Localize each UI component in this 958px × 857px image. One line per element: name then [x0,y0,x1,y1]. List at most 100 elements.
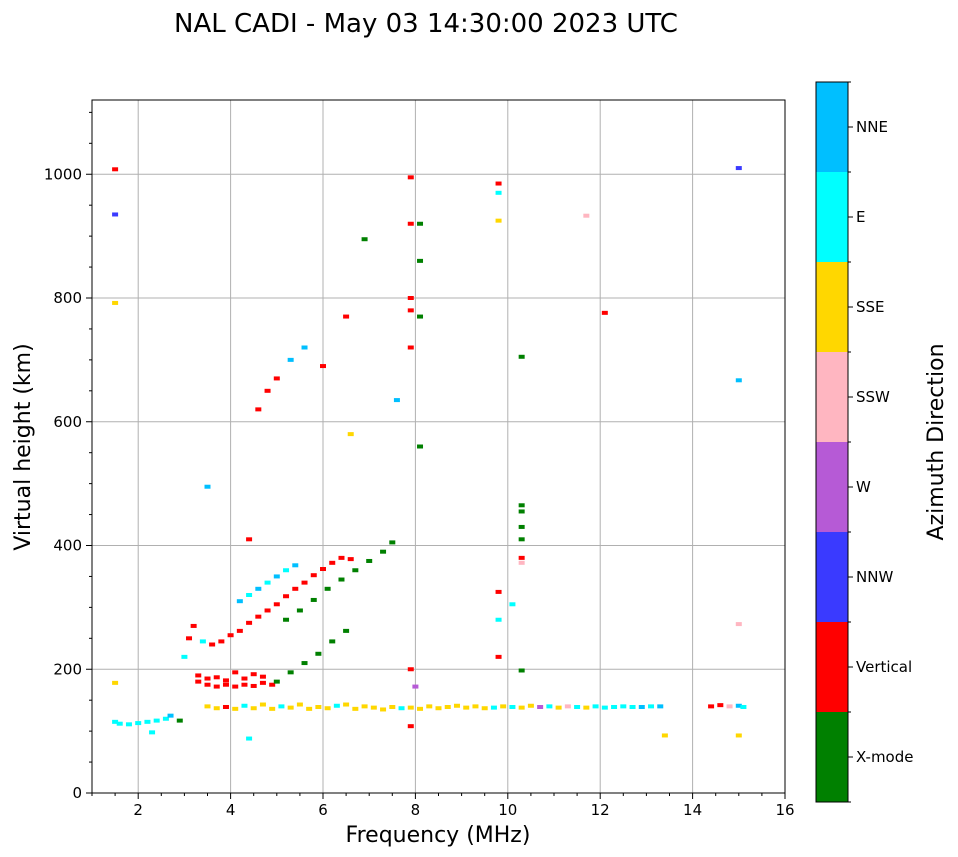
echo-point [509,602,516,607]
echo-point [380,549,387,554]
echo-point [472,704,479,709]
x-tick-label: 6 [318,801,328,819]
echo-point [648,704,655,709]
x-axis-ticks: 2 4 6 8 10 12 14 16 [91,793,795,819]
y-tick-label: 600 [53,413,82,431]
colorbar-swatch [816,172,848,262]
echo-point [255,614,262,619]
echo-point [389,540,396,545]
echo-point [495,190,502,195]
echo-point [661,733,668,738]
echo-point [153,718,160,723]
echo-point [222,678,229,683]
y-axis-ticks: 0 200 400 600 800 1000 [44,111,92,802]
echo-point [250,683,257,688]
echo-point [112,212,119,217]
plot-frame [91,99,786,794]
echo-point [324,586,331,591]
echo-point [296,608,303,613]
colorbar-swatch [816,622,848,712]
echo-point [283,617,290,622]
echo-point [347,432,354,437]
colorbar: X-mode Vertical NNW W SSW SSE E NNE [815,81,913,803]
echo-point [407,705,414,710]
colorbar-tick-label: W [856,478,871,496]
echo-point [255,407,262,412]
echo-point [176,718,183,723]
echo-point [481,706,488,711]
colorbar-swatch [816,712,848,802]
echo-point [518,705,525,710]
echo-point [370,705,377,710]
echo-point [398,706,405,711]
echo-point [620,704,627,709]
echo-point [407,667,414,672]
echo-point [366,558,373,563]
echo-point [269,706,276,711]
y-axis-label: Virtual height (km) [11,343,36,550]
echo-point [518,555,525,560]
colorbar-frame [815,81,849,803]
y-tick-label: 800 [53,289,82,307]
echo-point [490,705,497,710]
echo-point [241,682,248,687]
echo-point [601,705,608,710]
echo-point [453,703,460,708]
echo-point [638,704,645,709]
echo-point [264,388,271,393]
echo-point [717,703,724,708]
echo-point [255,586,262,591]
x-tick-label: 2 [133,801,143,819]
echo-point [343,314,350,319]
echo-point [338,555,345,560]
echo-point [338,577,345,582]
echo-point [213,684,220,689]
colorbar-tick-label: SSW [856,388,890,406]
echo-point [296,702,303,707]
colorbar-tick-label: SSE [856,298,885,316]
echo-point [629,704,636,709]
echo-point [329,560,336,565]
echo-point [222,704,229,709]
echo-point [435,706,442,711]
echo-point [417,258,424,263]
echo-point [227,633,234,638]
echo-point [463,705,470,710]
echo-point [495,617,502,622]
echo-point [287,357,294,362]
colorbar-tick-label: NNW [856,568,893,586]
echo-point [324,706,331,711]
echo-point [417,444,424,449]
echo-point [246,593,253,597]
echo-point [195,673,202,678]
echo-point [417,221,424,226]
echo-point [495,218,502,223]
echo-point [735,622,742,627]
echo-point [574,704,581,709]
echo-point [241,676,248,681]
echo-point [417,706,424,711]
echo-point [181,654,188,659]
echo-point [726,704,733,709]
echo-point [301,345,308,350]
echo-point [315,651,322,656]
echo-point [273,574,280,579]
echo-point [592,704,599,709]
echo-point [250,672,257,677]
echo-point [204,484,211,489]
echo-point [310,573,317,578]
echo-point [708,704,715,709]
echo-point [283,568,290,573]
echo-point [199,639,206,644]
echo-point [495,181,502,186]
echo-point [380,707,387,712]
echo-point [611,704,618,709]
echo-point [352,568,359,573]
echo-point [232,706,239,711]
echo-point [347,557,354,562]
echo-point [495,589,502,594]
x-tick-label: 8 [411,801,421,819]
echo-point [236,599,243,604]
echo-point [116,721,123,726]
echo-points [112,166,747,741]
